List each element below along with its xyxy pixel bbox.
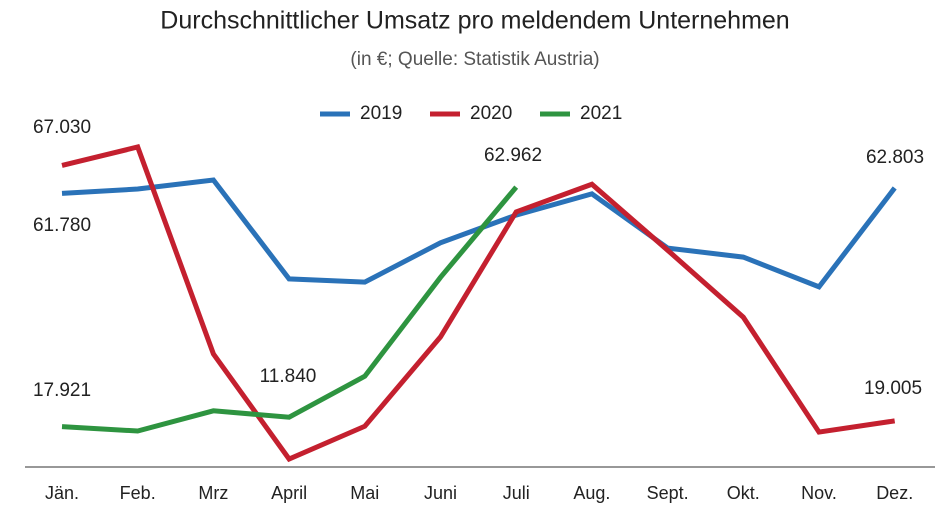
data-label: 19.005 <box>864 378 922 399</box>
legend-label: 2019 <box>360 103 402 124</box>
data-label: 62.962 <box>484 145 542 166</box>
x-tick-label: Juni <box>424 483 457 503</box>
x-tick-label: Juli <box>503 483 530 503</box>
x-tick-label: Sept. <box>647 483 689 503</box>
chart-subtitle: (in €; Quelle: Statistik Austria) <box>350 49 599 70</box>
x-tick-label: Nov. <box>801 483 837 503</box>
data-label: 17.921 <box>33 380 91 401</box>
chart-title: Durchschnittlicher Umsatz pro meldendem … <box>160 7 789 35</box>
legend-label: 2021 <box>580 103 622 124</box>
data-label: 11.840 <box>260 366 317 387</box>
data-label: 61.780 <box>33 215 91 236</box>
x-tick-label: Mai <box>350 483 379 503</box>
x-tick-label: Dez. <box>876 483 913 503</box>
x-tick-label: Jän. <box>45 483 79 503</box>
x-tick-label: Aug. <box>573 483 610 503</box>
series-line <box>61 144 896 463</box>
x-tick-label: April <box>271 483 307 503</box>
legend-label: 2020 <box>470 103 512 124</box>
data-label: 62.803 <box>866 147 924 168</box>
x-tick-label: Okt. <box>727 483 760 503</box>
data-label: 67.030 <box>33 117 91 138</box>
x-tick-label: Mrz <box>198 483 228 503</box>
series-line <box>61 185 519 434</box>
x-tick-label: Feb. <box>120 483 156 503</box>
